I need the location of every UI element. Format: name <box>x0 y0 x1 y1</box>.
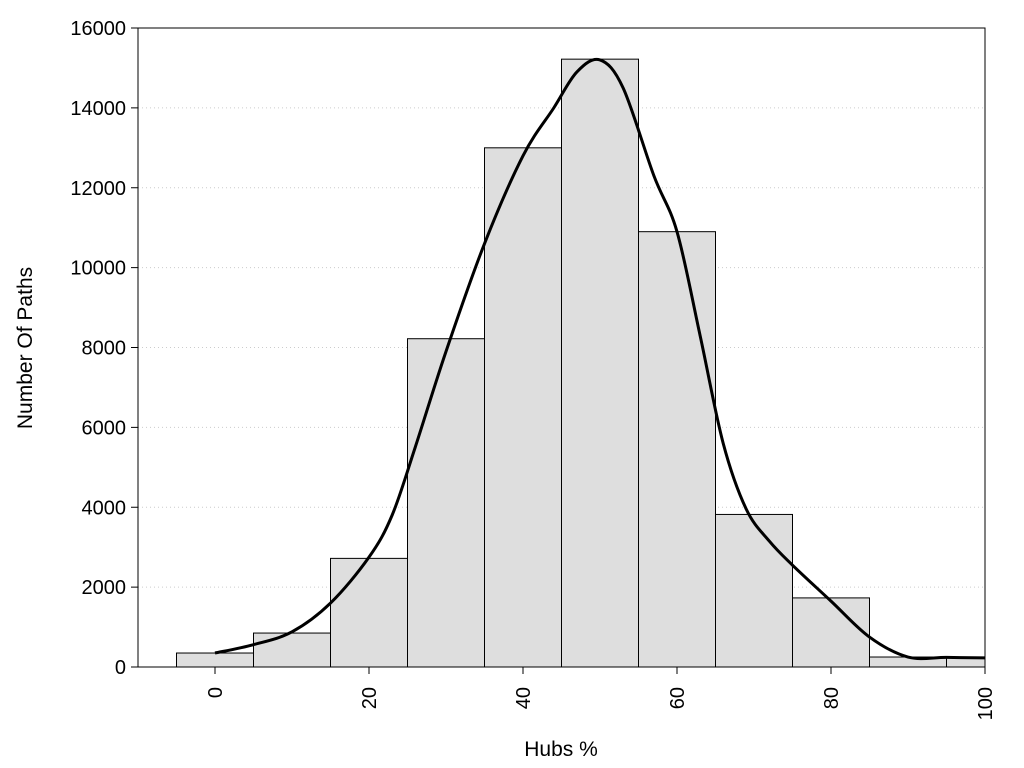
x-axis-title: Hubs % <box>524 738 598 761</box>
y-tick-label-3: 6000 <box>82 417 127 439</box>
y-tick-label-7: 14000 <box>70 98 126 120</box>
x-tick-label-1: 20 <box>359 687 381 709</box>
histogram-bar-1 <box>253 632 331 668</box>
x-tick-label-2: 40 <box>513 687 535 709</box>
histogram-bars <box>176 58 986 668</box>
histogram-bar-5 <box>561 58 639 668</box>
x-tick-label-4: 80 <box>821 687 843 709</box>
histogram-bar-2 <box>330 557 408 668</box>
histogram-bar-6 <box>638 231 716 668</box>
x-axis-ticks: 0 20 40 60 80 100 <box>205 667 997 720</box>
y-tick-label-0: 0 <box>115 657 126 679</box>
histogram-bar-0 <box>176 652 254 668</box>
density-curve-layer <box>214 57 986 661</box>
y-tick-label-4: 8000 <box>82 338 127 360</box>
x-tick-label-0: 0 <box>205 687 227 698</box>
y-tick-label-6: 12000 <box>70 178 126 200</box>
x-tick-label-3: 60 <box>667 687 689 709</box>
y-axis-ticks: 0 2000 4000 6000 8000 10000 12000 14000 16000 <box>70 18 138 679</box>
density-curve <box>214 57 986 661</box>
y-tick-label-2: 4000 <box>82 497 127 519</box>
y-tick-label-5: 10000 <box>70 258 126 280</box>
histogram-bar-8 <box>792 597 870 668</box>
histogram-bar-7 <box>715 513 793 668</box>
x-tick-label-5: 100 <box>975 687 997 720</box>
histogram-bar-3 <box>407 338 485 668</box>
histogram-bar-4 <box>484 147 562 668</box>
y-tick-label-8: 16000 <box>70 18 126 40</box>
y-axis-title: Number Of Paths <box>14 267 37 429</box>
y-tick-label-1: 2000 <box>82 577 127 599</box>
